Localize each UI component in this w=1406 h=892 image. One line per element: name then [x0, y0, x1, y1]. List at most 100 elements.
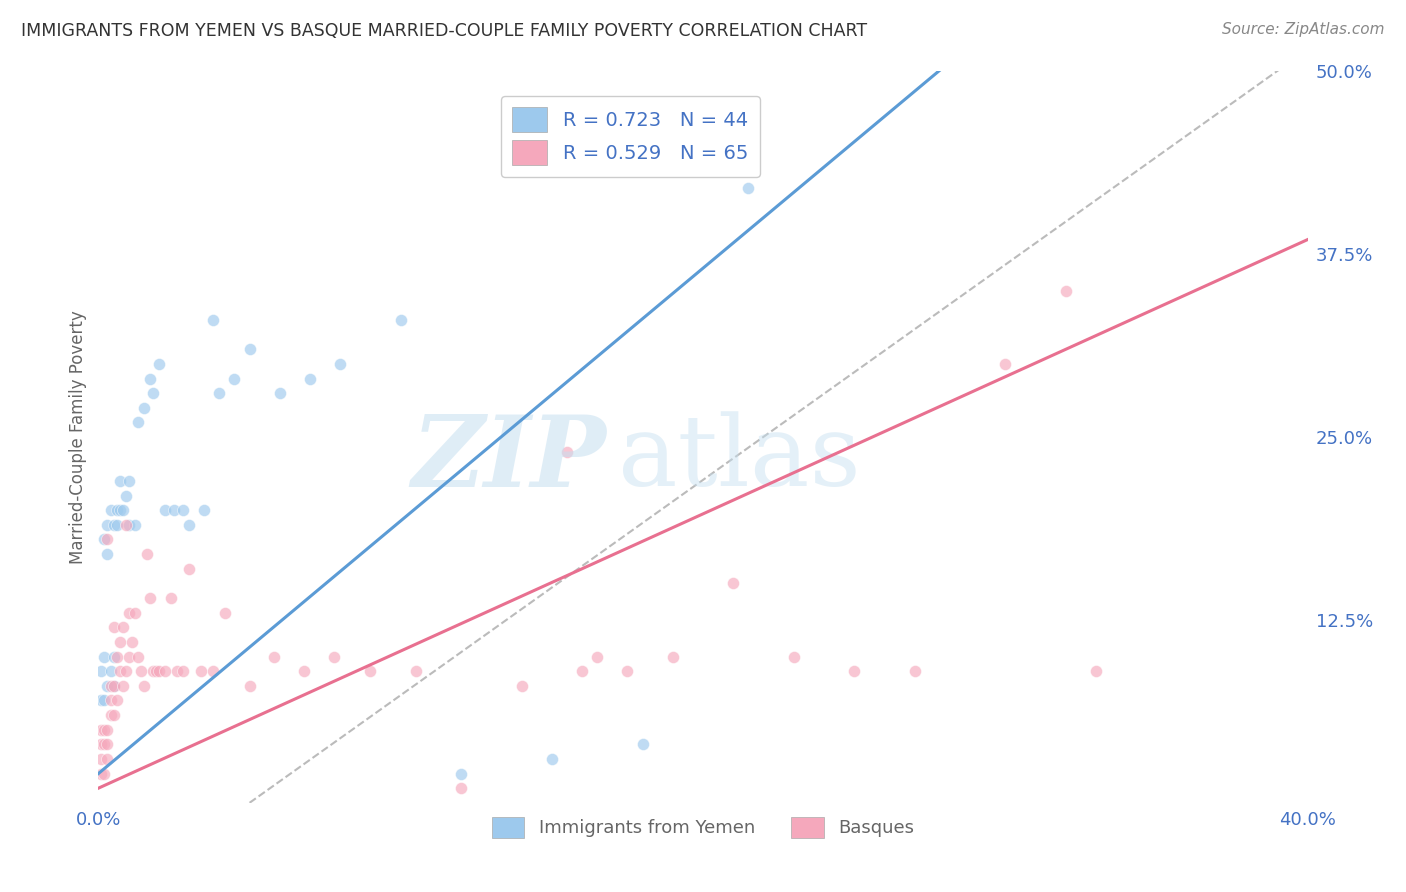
Point	[1085, 664, 1108, 678]
Point	[96, 752, 118, 766]
Point	[111, 620, 134, 634]
Point	[105, 693, 128, 707]
Point	[96, 737, 118, 751]
Point	[108, 474, 131, 488]
Point	[540, 752, 562, 766]
Point	[105, 503, 128, 517]
Point	[103, 517, 125, 532]
Point	[93, 723, 115, 737]
Point	[405, 664, 427, 678]
Point	[172, 503, 194, 517]
Point	[127, 649, 149, 664]
Point	[90, 766, 112, 780]
Point	[118, 474, 141, 488]
Text: atlas: atlas	[619, 411, 860, 507]
Point	[118, 517, 141, 532]
Point	[121, 635, 143, 649]
Point	[586, 649, 609, 664]
Point	[108, 664, 131, 678]
Point	[135, 547, 157, 561]
Point	[510, 679, 533, 693]
Point	[360, 664, 382, 678]
Point	[292, 664, 315, 678]
Point	[723, 576, 745, 591]
Point	[103, 708, 125, 723]
Point	[844, 664, 866, 678]
Point	[160, 591, 183, 605]
Point	[132, 401, 155, 415]
Point	[142, 386, 165, 401]
Point	[103, 679, 125, 693]
Point	[114, 489, 136, 503]
Point	[139, 371, 162, 385]
Point	[100, 503, 122, 517]
Point	[103, 679, 125, 693]
Point	[114, 517, 136, 532]
Point	[90, 752, 112, 766]
Point	[139, 591, 162, 605]
Point	[994, 357, 1017, 371]
Point	[661, 649, 683, 664]
Point	[111, 503, 134, 517]
Point	[202, 664, 225, 678]
Point	[208, 386, 231, 401]
Point	[172, 664, 194, 678]
Point	[299, 371, 322, 385]
Point	[904, 664, 927, 678]
Text: Source: ZipAtlas.com: Source: ZipAtlas.com	[1222, 22, 1385, 37]
Point	[263, 649, 285, 664]
Point	[450, 781, 472, 796]
Point	[239, 679, 262, 693]
Point	[108, 503, 131, 517]
Point	[166, 664, 188, 678]
Point	[148, 664, 170, 678]
Point	[163, 503, 186, 517]
Point	[239, 343, 262, 357]
Point	[132, 679, 155, 693]
Point	[153, 664, 176, 678]
Point	[389, 313, 412, 327]
Text: IMMIGRANTS FROM YEMEN VS BASQUE MARRIED-COUPLE FAMILY POVERTY CORRELATION CHART: IMMIGRANTS FROM YEMEN VS BASQUE MARRIED-…	[21, 22, 868, 40]
Point	[90, 723, 112, 737]
Point	[100, 693, 122, 707]
Point	[269, 386, 291, 401]
Y-axis label: Married-Couple Family Poverty: Married-Couple Family Poverty	[69, 310, 87, 564]
Point	[616, 664, 638, 678]
Point	[114, 664, 136, 678]
Point	[202, 313, 225, 327]
Point	[224, 371, 246, 385]
Point	[96, 517, 118, 532]
Point	[555, 444, 578, 458]
Point	[105, 517, 128, 532]
Point	[124, 517, 146, 532]
Point	[323, 649, 346, 664]
Point	[105, 649, 128, 664]
Point	[90, 664, 112, 678]
Point	[108, 635, 131, 649]
Point	[124, 606, 146, 620]
Point	[329, 357, 352, 371]
Point	[96, 533, 118, 547]
Legend: Immigrants from Yemen, Basques: Immigrants from Yemen, Basques	[485, 810, 921, 845]
Point	[450, 766, 472, 780]
Point	[129, 664, 152, 678]
Point	[93, 737, 115, 751]
Point	[93, 533, 115, 547]
Point	[179, 517, 201, 532]
Point	[93, 649, 115, 664]
Point	[100, 679, 122, 693]
Point	[142, 664, 165, 678]
Point	[153, 503, 176, 517]
Point	[631, 737, 654, 751]
Point	[103, 649, 125, 664]
Point	[179, 562, 201, 576]
Point	[118, 649, 141, 664]
Point	[103, 620, 125, 634]
Point	[571, 664, 593, 678]
Point	[93, 693, 115, 707]
Point	[96, 723, 118, 737]
Point	[145, 664, 167, 678]
Text: ZIP: ZIP	[412, 411, 606, 508]
Point	[1054, 284, 1077, 298]
Point	[783, 649, 806, 664]
